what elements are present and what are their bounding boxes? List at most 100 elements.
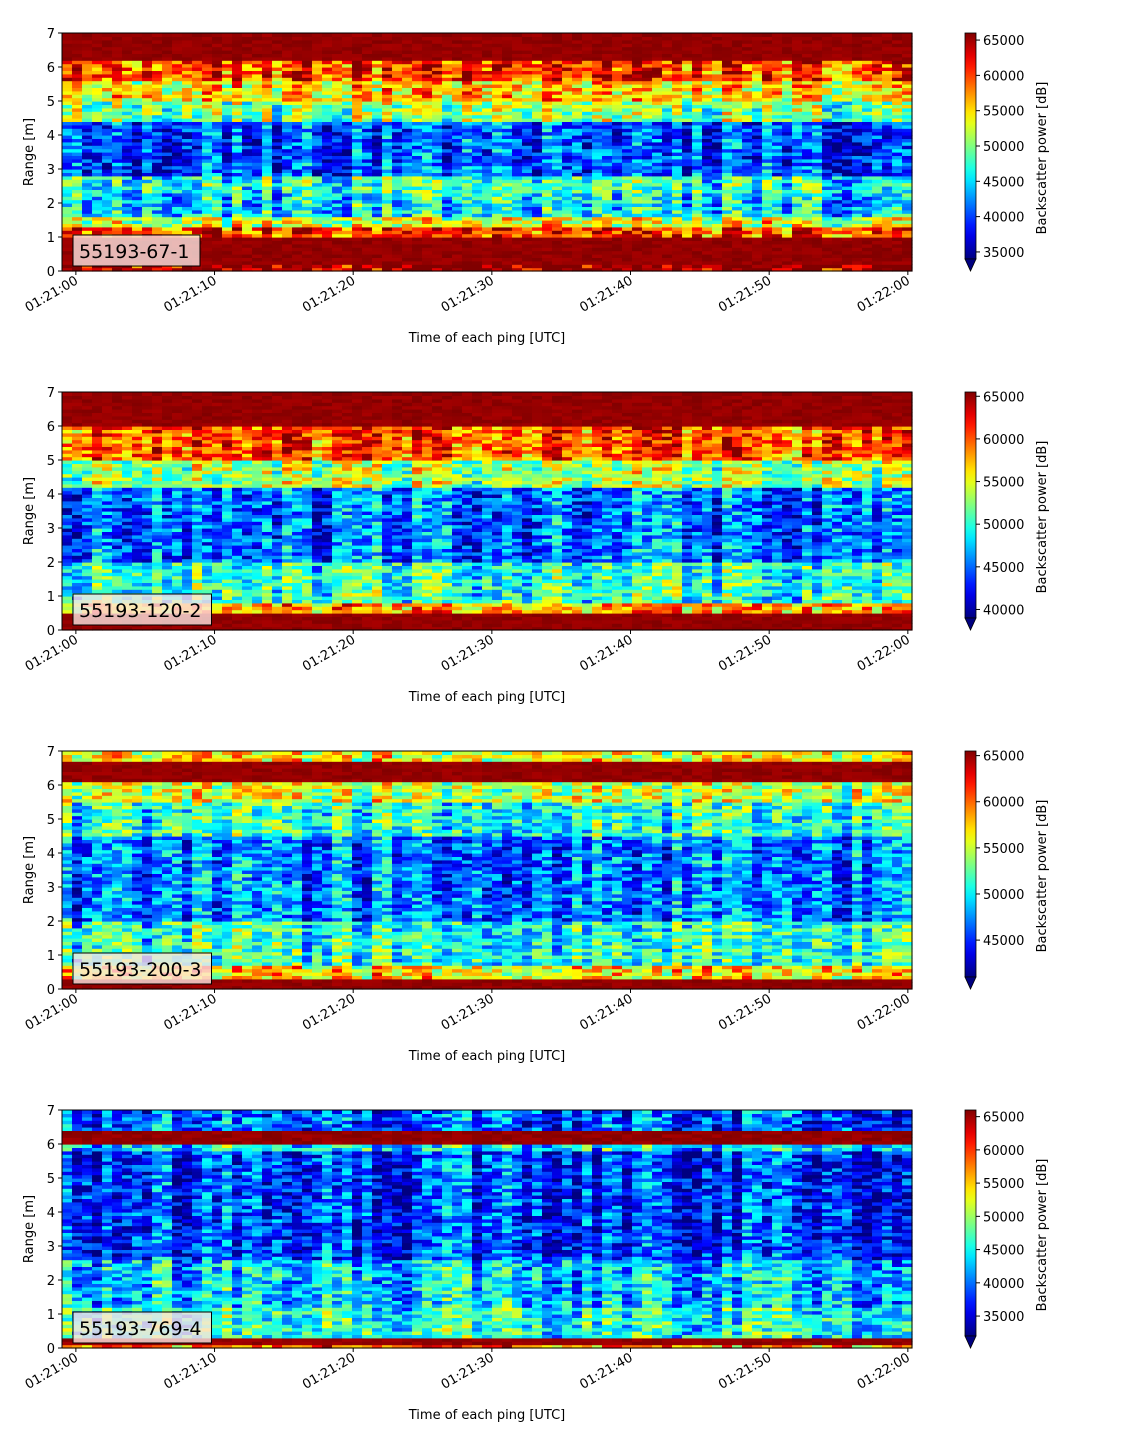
heatmap-cell bbox=[532, 176, 543, 180]
heatmap-cell bbox=[682, 33, 693, 37]
heatmap-cell bbox=[472, 244, 483, 248]
heatmap-cell bbox=[162, 193, 173, 197]
heatmap-cell bbox=[232, 234, 243, 238]
heatmap-cell bbox=[242, 264, 253, 268]
heatmap-cell bbox=[212, 159, 223, 163]
heatmap-cell bbox=[472, 176, 483, 180]
heatmap-cell bbox=[752, 264, 763, 268]
heatmap-cell bbox=[702, 183, 713, 187]
heatmap-cell bbox=[152, 193, 163, 197]
heatmap-cell bbox=[702, 264, 713, 268]
heatmap-cell bbox=[312, 183, 323, 187]
heatmap-cell bbox=[692, 210, 703, 214]
heatmap-cell bbox=[682, 183, 693, 187]
heatmap-cell bbox=[772, 210, 783, 214]
heatmap-cell bbox=[532, 193, 543, 197]
heatmap-cell bbox=[502, 217, 513, 221]
heatmap-cell bbox=[232, 264, 243, 268]
heatmap-cell bbox=[352, 217, 363, 221]
heatmap-cell bbox=[502, 176, 513, 180]
heatmap-cell bbox=[372, 33, 383, 37]
heatmap-cell bbox=[392, 264, 403, 268]
heatmap-cell bbox=[632, 149, 643, 153]
heatmap-cell bbox=[642, 264, 653, 268]
heatmap-cell bbox=[682, 210, 693, 214]
heatmap-cell bbox=[222, 193, 233, 197]
heatmap-cell bbox=[352, 159, 363, 163]
heatmap-cell bbox=[502, 166, 513, 170]
heatmap-cell bbox=[412, 210, 423, 214]
heatmap-cell bbox=[522, 166, 533, 170]
heatmap-cell bbox=[572, 251, 583, 255]
heatmap-cell bbox=[152, 142, 163, 146]
heatmap-cell bbox=[462, 132, 473, 136]
heatmap-cell bbox=[702, 176, 713, 180]
heatmap-cell bbox=[122, 210, 133, 214]
heatmap-cell bbox=[202, 193, 213, 197]
heatmap-cell bbox=[562, 200, 573, 204]
heatmap-cell bbox=[282, 200, 293, 204]
heatmap-cell bbox=[752, 142, 763, 146]
heatmap-cell bbox=[212, 264, 223, 268]
heatmap-cell bbox=[292, 176, 303, 180]
heatmap-cell bbox=[312, 210, 323, 214]
heatmap-cell bbox=[582, 210, 593, 214]
heatmap-cell bbox=[112, 142, 123, 146]
heatmap-cell bbox=[482, 251, 493, 255]
heatmap-cell bbox=[592, 264, 603, 268]
heatmap-cell bbox=[592, 251, 603, 255]
heatmap-cell bbox=[622, 166, 633, 170]
heatmap-cell bbox=[742, 166, 753, 170]
heatmap-cell bbox=[392, 132, 403, 136]
heatmap-cell bbox=[572, 217, 583, 221]
heatmap-cell bbox=[222, 234, 233, 238]
heatmap-cell bbox=[212, 176, 223, 180]
heatmap-cell bbox=[502, 132, 513, 136]
heatmap-cell bbox=[662, 176, 673, 180]
heatmap-cell bbox=[382, 200, 393, 204]
heatmap-cell bbox=[392, 142, 403, 146]
heatmap-cell bbox=[612, 264, 623, 268]
heatmap-cell bbox=[232, 183, 243, 187]
heatmap-cell bbox=[312, 33, 323, 37]
heatmap-cell bbox=[102, 33, 113, 37]
heatmap-cell bbox=[632, 183, 643, 187]
heatmap-cell bbox=[722, 149, 733, 153]
heatmap-cell bbox=[672, 176, 683, 180]
heatmap-cell bbox=[432, 132, 443, 136]
heatmap-cell bbox=[552, 159, 563, 163]
heatmap-cell bbox=[682, 217, 693, 221]
heatmap-cell bbox=[492, 264, 503, 268]
heatmap-cell bbox=[582, 227, 593, 231]
heatmap-cell bbox=[602, 159, 613, 163]
heatmap-cell bbox=[352, 234, 363, 238]
heatmap-cell bbox=[742, 227, 753, 231]
heatmap-cell bbox=[252, 234, 263, 238]
heatmap-cell bbox=[642, 227, 653, 231]
heatmap-cell bbox=[212, 166, 223, 170]
heatmap-cell bbox=[282, 132, 293, 136]
heatmap-cell bbox=[492, 217, 503, 221]
heatmap-cell bbox=[342, 183, 353, 187]
heatmap-cell bbox=[292, 193, 303, 197]
heatmap-cell bbox=[72, 183, 83, 187]
heatmap-cell bbox=[372, 176, 383, 180]
heatmap-cell bbox=[322, 142, 333, 146]
heatmap-cell bbox=[252, 142, 263, 146]
heatmap-cell bbox=[362, 234, 373, 238]
heatmap-cell bbox=[432, 183, 443, 187]
heatmap-cell bbox=[242, 176, 253, 180]
heatmap-cell bbox=[462, 200, 473, 204]
heatmap-cell bbox=[212, 200, 223, 204]
heatmap-cell bbox=[562, 244, 573, 248]
heatmap-cell bbox=[222, 183, 233, 187]
heatmap-cell bbox=[692, 183, 703, 187]
heatmap-cell bbox=[442, 200, 453, 204]
heatmap-cell bbox=[372, 149, 383, 153]
heatmap-cell bbox=[392, 176, 403, 180]
heatmap-cell bbox=[392, 200, 403, 204]
heatmap-cell bbox=[442, 149, 453, 153]
heatmap-cell bbox=[522, 183, 533, 187]
heatmap-cell bbox=[282, 159, 293, 163]
heatmap-cell bbox=[532, 234, 543, 238]
